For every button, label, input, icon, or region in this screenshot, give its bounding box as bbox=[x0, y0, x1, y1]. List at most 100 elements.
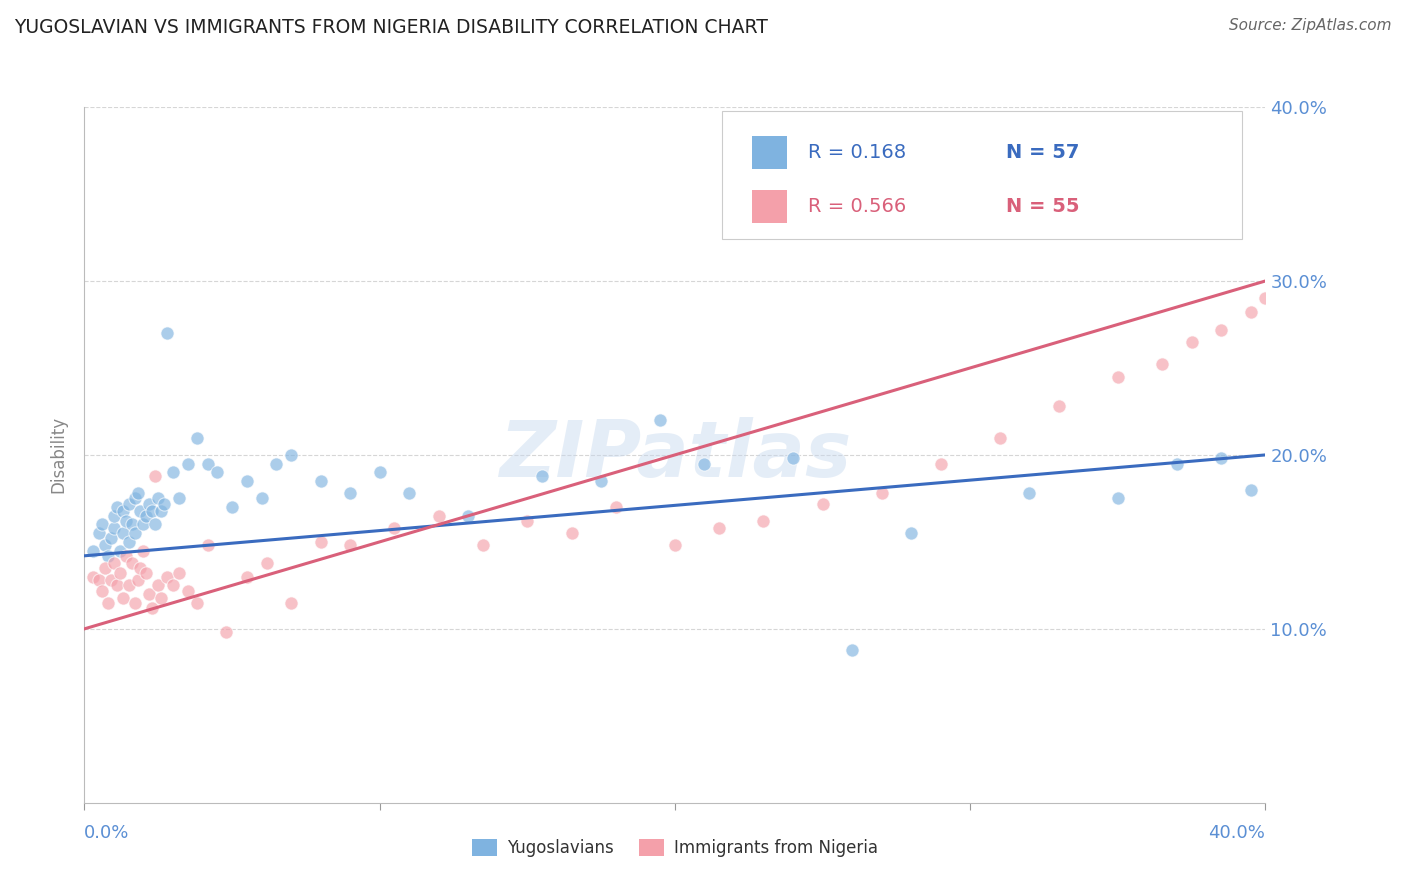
Point bbox=[156, 570, 179, 584]
Point bbox=[167, 491, 190, 506]
Point bbox=[100, 532, 122, 546]
Point bbox=[143, 517, 166, 532]
Point bbox=[135, 508, 157, 523]
Point bbox=[91, 583, 114, 598]
Point bbox=[235, 570, 259, 584]
Point bbox=[118, 534, 141, 549]
Point bbox=[143, 468, 166, 483]
Point bbox=[811, 497, 834, 511]
Point bbox=[87, 573, 111, 587]
Point bbox=[752, 514, 775, 528]
Point bbox=[121, 517, 143, 532]
Point bbox=[1107, 369, 1129, 384]
Point bbox=[427, 508, 450, 523]
Point bbox=[309, 534, 332, 549]
Point bbox=[124, 491, 146, 506]
Point bbox=[100, 573, 122, 587]
Point bbox=[177, 457, 200, 471]
Point bbox=[118, 578, 141, 592]
Point bbox=[1240, 305, 1263, 319]
Point bbox=[841, 642, 863, 657]
Point bbox=[197, 538, 219, 552]
Point bbox=[605, 500, 627, 514]
Point bbox=[127, 573, 149, 587]
Point bbox=[215, 625, 238, 640]
Point bbox=[197, 457, 219, 471]
Point bbox=[1150, 358, 1173, 372]
Point bbox=[162, 578, 184, 592]
Point bbox=[111, 591, 134, 605]
Text: N = 57: N = 57 bbox=[1005, 143, 1078, 162]
Point bbox=[141, 503, 163, 517]
Point bbox=[141, 601, 163, 615]
Point bbox=[1107, 491, 1129, 506]
Text: YUGOSLAVIAN VS IMMIGRANTS FROM NIGERIA DISABILITY CORRELATION CHART: YUGOSLAVIAN VS IMMIGRANTS FROM NIGERIA D… bbox=[14, 18, 768, 37]
Point bbox=[693, 457, 716, 471]
Text: 0.0%: 0.0% bbox=[84, 823, 129, 842]
Point bbox=[664, 538, 686, 552]
Point bbox=[280, 448, 302, 462]
Point bbox=[368, 466, 391, 480]
Point bbox=[472, 538, 495, 552]
Point bbox=[148, 578, 170, 592]
Point bbox=[186, 431, 208, 445]
Point bbox=[124, 526, 146, 541]
Point bbox=[108, 543, 131, 558]
Text: N = 55: N = 55 bbox=[1005, 197, 1078, 216]
Point bbox=[82, 543, 104, 558]
FancyBboxPatch shape bbox=[752, 136, 787, 169]
Point bbox=[132, 517, 155, 532]
Point bbox=[457, 508, 479, 523]
Point bbox=[162, 466, 184, 480]
Point bbox=[132, 543, 155, 558]
Point bbox=[1018, 486, 1040, 500]
Point bbox=[138, 587, 160, 601]
Point bbox=[309, 474, 332, 488]
Point bbox=[105, 578, 128, 592]
Point bbox=[153, 497, 176, 511]
Point bbox=[870, 486, 893, 500]
Point bbox=[129, 561, 152, 575]
Point bbox=[103, 508, 125, 523]
Point bbox=[91, 517, 114, 532]
FancyBboxPatch shape bbox=[723, 111, 1241, 239]
Point bbox=[186, 596, 208, 610]
Point bbox=[1180, 334, 1202, 349]
Text: ZIPatlas: ZIPatlas bbox=[499, 417, 851, 493]
Legend: Yugoslavians, Immigrants from Nigeria: Yugoslavians, Immigrants from Nigeria bbox=[465, 832, 884, 864]
Point bbox=[1240, 483, 1263, 497]
Point bbox=[900, 526, 922, 541]
Point bbox=[150, 503, 173, 517]
Point bbox=[560, 526, 583, 541]
Point bbox=[1254, 291, 1277, 305]
Y-axis label: Disability: Disability bbox=[49, 417, 67, 493]
Point bbox=[205, 466, 228, 480]
Point bbox=[124, 596, 146, 610]
Point bbox=[339, 538, 361, 552]
Point bbox=[648, 413, 672, 427]
Point bbox=[709, 521, 731, 535]
Point bbox=[127, 486, 149, 500]
FancyBboxPatch shape bbox=[752, 190, 787, 223]
Point bbox=[264, 457, 288, 471]
Point bbox=[94, 538, 117, 552]
Point bbox=[516, 514, 538, 528]
Point bbox=[256, 556, 278, 570]
Point bbox=[250, 491, 273, 506]
Point bbox=[150, 591, 173, 605]
Point bbox=[114, 549, 136, 563]
Point bbox=[87, 526, 111, 541]
Point bbox=[121, 556, 143, 570]
Point bbox=[94, 561, 117, 575]
Text: 40.0%: 40.0% bbox=[1209, 823, 1265, 842]
Point bbox=[929, 457, 952, 471]
Point bbox=[97, 549, 120, 563]
Text: R = 0.566: R = 0.566 bbox=[808, 197, 907, 216]
Point bbox=[135, 566, 157, 581]
Point bbox=[111, 526, 134, 541]
Point bbox=[167, 566, 190, 581]
Point bbox=[148, 491, 170, 506]
Point bbox=[82, 570, 104, 584]
Point bbox=[129, 503, 152, 517]
Point bbox=[97, 596, 120, 610]
